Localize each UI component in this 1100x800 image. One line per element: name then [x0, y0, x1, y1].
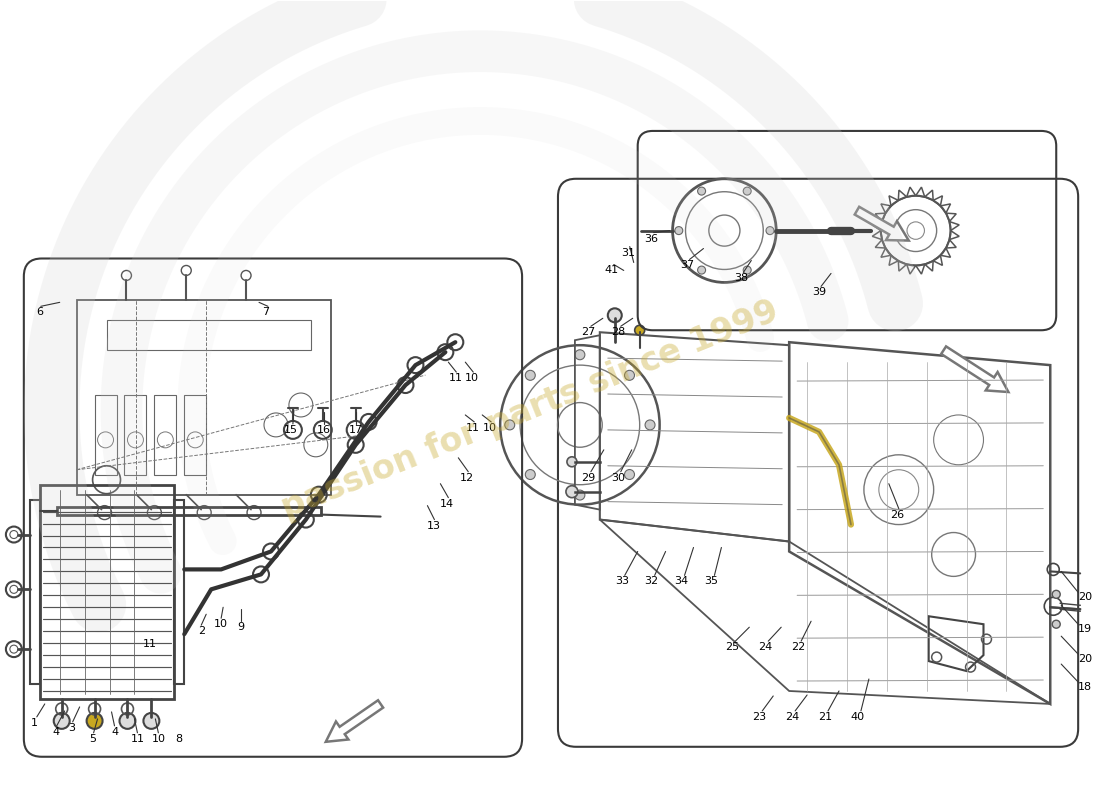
Circle shape: [635, 326, 645, 335]
Text: 15: 15: [284, 425, 298, 435]
Text: 10: 10: [152, 734, 165, 744]
Circle shape: [608, 308, 622, 322]
Text: 5: 5: [89, 734, 96, 744]
Text: 38: 38: [735, 274, 748, 283]
Text: 32: 32: [645, 576, 659, 586]
Text: 2: 2: [198, 626, 205, 636]
Text: 31: 31: [620, 247, 635, 258]
Text: 23: 23: [752, 712, 767, 722]
Text: 40: 40: [851, 712, 865, 722]
Circle shape: [697, 266, 705, 274]
Text: 24: 24: [785, 712, 800, 722]
Circle shape: [565, 486, 578, 498]
Circle shape: [87, 713, 102, 729]
Circle shape: [505, 420, 515, 430]
Circle shape: [575, 490, 585, 500]
Text: 27: 27: [581, 327, 595, 338]
Text: 21: 21: [818, 712, 832, 722]
Text: 24: 24: [758, 642, 772, 652]
Text: 41: 41: [605, 266, 619, 275]
Text: 7: 7: [263, 307, 270, 318]
Circle shape: [54, 713, 69, 729]
Circle shape: [1053, 620, 1060, 628]
Text: 3: 3: [68, 723, 75, 733]
Circle shape: [526, 370, 536, 380]
Text: 17: 17: [349, 425, 363, 435]
Text: 34: 34: [674, 576, 689, 586]
Text: 4: 4: [111, 727, 118, 737]
Text: 11: 11: [142, 639, 156, 649]
Text: 10: 10: [214, 619, 228, 630]
Text: 22: 22: [791, 642, 805, 652]
Circle shape: [143, 713, 160, 729]
Text: 16: 16: [317, 425, 331, 435]
Circle shape: [766, 226, 774, 234]
Text: 9: 9: [238, 622, 244, 632]
Circle shape: [645, 420, 654, 430]
Text: 29: 29: [581, 473, 595, 482]
Text: 8: 8: [176, 734, 183, 744]
Text: passion for parts since 1999: passion for parts since 1999: [277, 294, 783, 525]
Text: 13: 13: [427, 521, 440, 530]
Polygon shape: [855, 206, 909, 241]
Text: 26: 26: [890, 510, 904, 520]
Text: 35: 35: [704, 576, 718, 586]
Text: 6: 6: [36, 307, 43, 318]
Circle shape: [120, 713, 135, 729]
Text: 14: 14: [440, 498, 454, 509]
Text: 36: 36: [645, 234, 659, 243]
Text: 20: 20: [1078, 592, 1092, 602]
Text: 11: 11: [449, 373, 462, 383]
Circle shape: [1053, 590, 1060, 598]
Circle shape: [744, 266, 751, 274]
Text: 25: 25: [725, 642, 739, 652]
Text: 4: 4: [52, 727, 59, 737]
Text: 11: 11: [466, 423, 481, 433]
Circle shape: [526, 470, 536, 479]
Circle shape: [697, 187, 705, 195]
Text: 12: 12: [460, 473, 474, 482]
Text: 11: 11: [131, 734, 144, 744]
Circle shape: [625, 470, 635, 479]
Text: 19: 19: [1078, 624, 1092, 634]
Polygon shape: [326, 700, 383, 742]
Text: 10: 10: [483, 423, 497, 433]
Text: 20: 20: [1078, 654, 1092, 664]
Text: 39: 39: [812, 287, 826, 298]
Text: 30: 30: [610, 473, 625, 482]
Text: 18: 18: [1078, 682, 1092, 692]
Polygon shape: [942, 346, 1009, 392]
Text: 10: 10: [465, 373, 480, 383]
Text: 1: 1: [31, 718, 38, 728]
Circle shape: [744, 187, 751, 195]
Circle shape: [566, 457, 576, 466]
Circle shape: [674, 226, 683, 234]
Circle shape: [575, 350, 585, 360]
Text: 37: 37: [681, 261, 694, 270]
Text: 28: 28: [610, 327, 625, 338]
Text: 33: 33: [615, 576, 629, 586]
Circle shape: [625, 370, 635, 380]
